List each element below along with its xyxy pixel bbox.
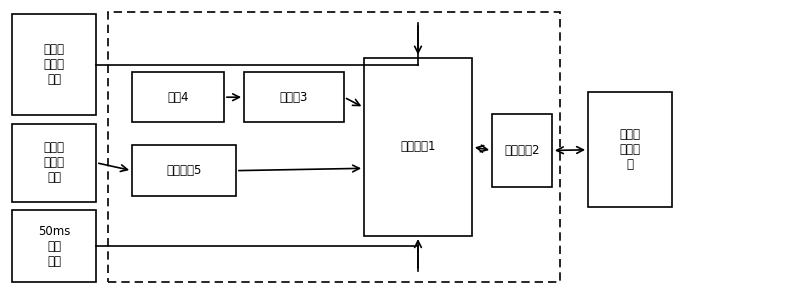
- Bar: [132, 72, 224, 122]
- Text: 飞轮转
速方向
信号: 飞轮转 速方向 信号: [43, 43, 65, 86]
- Bar: [364, 58, 472, 236]
- Bar: [12, 210, 96, 282]
- Text: 整形模块5: 整形模块5: [166, 164, 202, 177]
- Text: 计数器3: 计数器3: [280, 91, 308, 104]
- Bar: [492, 114, 552, 187]
- Text: 通信接口2: 通信接口2: [504, 144, 540, 157]
- Text: 动力学
计算模
块: 动力学 计算模 块: [619, 128, 641, 171]
- Bar: [244, 72, 344, 122]
- Bar: [588, 92, 672, 207]
- Bar: [12, 124, 96, 202]
- Text: 50ms
脉冲
信号: 50ms 脉冲 信号: [38, 225, 70, 268]
- Text: 晶振4: 晶振4: [167, 91, 189, 104]
- Text: 飞轮转
速脉冲
信号: 飞轮转 速脉冲 信号: [43, 141, 65, 184]
- Bar: [108, 12, 560, 282]
- Bar: [132, 145, 236, 196]
- Bar: [12, 14, 96, 115]
- Text: 微处理器1: 微处理器1: [400, 140, 436, 154]
